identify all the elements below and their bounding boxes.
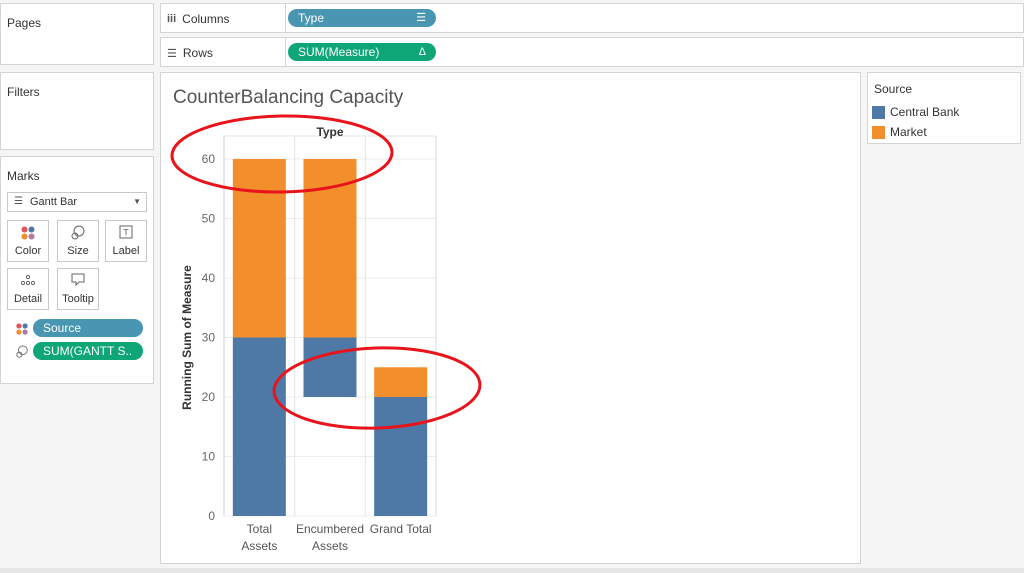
bar-central-bank bbox=[374, 397, 428, 516]
gantt-size-pill-label: SUM(GANTT S.. bbox=[43, 344, 133, 358]
source-pill-label: Source bbox=[43, 321, 82, 335]
legend-swatch bbox=[872, 125, 885, 139]
tooltip-label: Tooltip bbox=[62, 293, 94, 305]
y-tick-label: 60 bbox=[202, 152, 216, 166]
gantt-bar-icon: ☰ bbox=[14, 196, 23, 207]
bar-market bbox=[374, 367, 428, 397]
detail-button[interactable]: Detail bbox=[7, 268, 49, 310]
sum-measure-pill-label: SUM(Measure) bbox=[298, 45, 380, 59]
x-category-label: Encumbered bbox=[296, 522, 364, 536]
rows-shelf-header: ☰ Rows bbox=[167, 46, 213, 60]
columns-shelf[interactable]: iii Columns Type ☰ bbox=[160, 3, 1024, 33]
y-tick-label: 10 bbox=[202, 450, 216, 464]
legend-item[interactable]: Market bbox=[872, 125, 927, 139]
delta-icon: Δ bbox=[418, 46, 426, 58]
detail-icon bbox=[8, 273, 48, 293]
color-icon bbox=[8, 225, 48, 245]
type-pill[interactable]: Type ☰ bbox=[288, 9, 436, 27]
y-tick-label: 0 bbox=[208, 509, 215, 523]
x-category-label: Grand Total bbox=[370, 522, 432, 536]
gantt-size-pill[interactable]: SUM(GANTT S.. bbox=[33, 342, 143, 360]
chevron-down-icon: ▼ bbox=[133, 197, 141, 206]
rows-shelf[interactable]: ☰ Rows SUM(Measure) Δ bbox=[160, 37, 1024, 67]
color-encoding-icon bbox=[15, 322, 29, 341]
svg-text:T: T bbox=[123, 228, 129, 238]
columns-icon: iii bbox=[167, 13, 177, 25]
x-category-label: Assets bbox=[241, 539, 277, 553]
mark-type-value: Gantt Bar bbox=[30, 196, 78, 208]
tooltip-icon bbox=[58, 273, 98, 293]
sum-measure-pill[interactable]: SUM(Measure) Δ bbox=[288, 43, 436, 61]
filters-card[interactable]: Filters bbox=[0, 72, 154, 150]
tooltip-button[interactable]: Tooltip bbox=[57, 268, 99, 310]
legend-label: Market bbox=[890, 125, 927, 139]
size-button[interactable]: Size bbox=[57, 220, 99, 262]
chart-title: CounterBalancing Capacity bbox=[173, 87, 404, 108]
marks-title: Marks bbox=[7, 169, 40, 183]
sort-icon: ☰ bbox=[416, 12, 426, 24]
mark-type-dropdown[interactable]: ☰ Gantt Bar ▼ bbox=[7, 192, 147, 212]
x-category-label: Assets bbox=[312, 539, 348, 553]
size-label: Size bbox=[67, 245, 89, 257]
label-button[interactable]: T Label bbox=[105, 220, 147, 262]
bar-central-bank bbox=[303, 337, 357, 397]
legend-swatch bbox=[872, 105, 885, 119]
y-tick-label: 50 bbox=[202, 212, 216, 226]
legend-label: Central Bank bbox=[890, 105, 960, 119]
y-axis-title: Running Sum of Measure bbox=[180, 265, 194, 410]
chart-view: CounterBalancing Capacity 0 10 20 30 40 50 60 T… bbox=[160, 72, 861, 564]
legend-item[interactable]: Central Bank bbox=[872, 105, 959, 119]
marks-card: Marks ☰ Gantt Bar ▼ Color Size T Label D… bbox=[0, 156, 154, 384]
legend-title: Source bbox=[874, 82, 913, 96]
pages-title: Pages bbox=[7, 16, 42, 30]
bar-market bbox=[303, 159, 357, 338]
columns-shelf-header: iii Columns bbox=[167, 12, 230, 26]
annotation-ellipse bbox=[272, 346, 482, 430]
type-pill-label: Type bbox=[298, 11, 325, 25]
y-tick-label: 40 bbox=[202, 271, 216, 285]
pages-card[interactable]: Pages bbox=[0, 3, 154, 65]
label-label: Label bbox=[112, 245, 140, 257]
detail-label: Detail bbox=[13, 293, 43, 305]
annotation-ellipse bbox=[170, 114, 394, 194]
bar-market bbox=[232, 159, 286, 338]
size-icon bbox=[58, 225, 98, 245]
chart-svg: 0 10 20 30 40 50 60 Type Running Sum of Measure T… bbox=[170, 114, 482, 553]
columns-divider bbox=[285, 4, 286, 32]
size-encoding-icon bbox=[15, 345, 29, 364]
y-tick-label: 20 bbox=[202, 390, 216, 404]
columns-label: Columns bbox=[182, 12, 230, 26]
color-button[interactable]: Color bbox=[7, 220, 49, 262]
column-header-type: Type bbox=[316, 125, 343, 139]
label-icon: T bbox=[106, 225, 146, 245]
bar-central-bank bbox=[232, 337, 286, 516]
y-tick-label: 30 bbox=[202, 331, 216, 345]
rows-icon: ☰ bbox=[167, 47, 177, 60]
source-color-pill[interactable]: Source bbox=[33, 319, 143, 337]
color-label: Color bbox=[14, 245, 42, 257]
filters-title: Filters bbox=[7, 85, 40, 99]
rows-label: Rows bbox=[182, 46, 213, 60]
bottom-strip bbox=[0, 568, 1024, 573]
x-category-label: Total bbox=[247, 522, 272, 536]
rows-divider bbox=[285, 38, 286, 66]
source-legend: Source Central Bank Market bbox=[867, 72, 1021, 144]
